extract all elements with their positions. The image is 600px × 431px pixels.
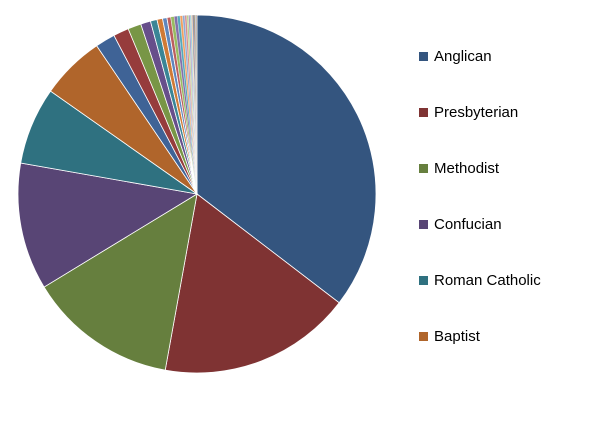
- legend-item-methodist: Methodist: [419, 140, 589, 196]
- pie-slice-confucian: [17, 162, 199, 288]
- legend-swatch: [419, 163, 428, 173]
- pie-slice-presbyterian: [164, 193, 340, 374]
- legend-swatch: [419, 331, 428, 341]
- legend-item-anglican: Anglican: [419, 28, 589, 84]
- pie-slice-methodist: [43, 193, 198, 371]
- legend-swatch: [419, 275, 428, 285]
- legend-swatch: [419, 107, 428, 117]
- legend-item-baptist: Baptist: [419, 308, 589, 364]
- legend-label: Methodist: [434, 159, 500, 177]
- legend-swatch: [419, 219, 428, 229]
- legend-swatch: [419, 51, 428, 61]
- pie-slice-29: [196, 14, 198, 195]
- legend-label: Roman Catholic: [434, 271, 541, 289]
- legend-label: Confucian: [434, 215, 502, 233]
- pie-slice-anglican: [196, 14, 377, 304]
- legend-label: Presbyterian: [434, 103, 519, 121]
- legend-item-presbyterian: Presbyterian: [419, 84, 589, 140]
- legend-item-roman-catholic: Roman Catholic: [419, 252, 589, 308]
- chart-legend: Anglican Presbyterian Methodist Confucia…: [419, 28, 589, 364]
- legend-item-confucian: Confucian: [419, 196, 589, 252]
- legend-label: Anglican: [434, 47, 492, 65]
- legend-label: Baptist: [434, 327, 480, 345]
